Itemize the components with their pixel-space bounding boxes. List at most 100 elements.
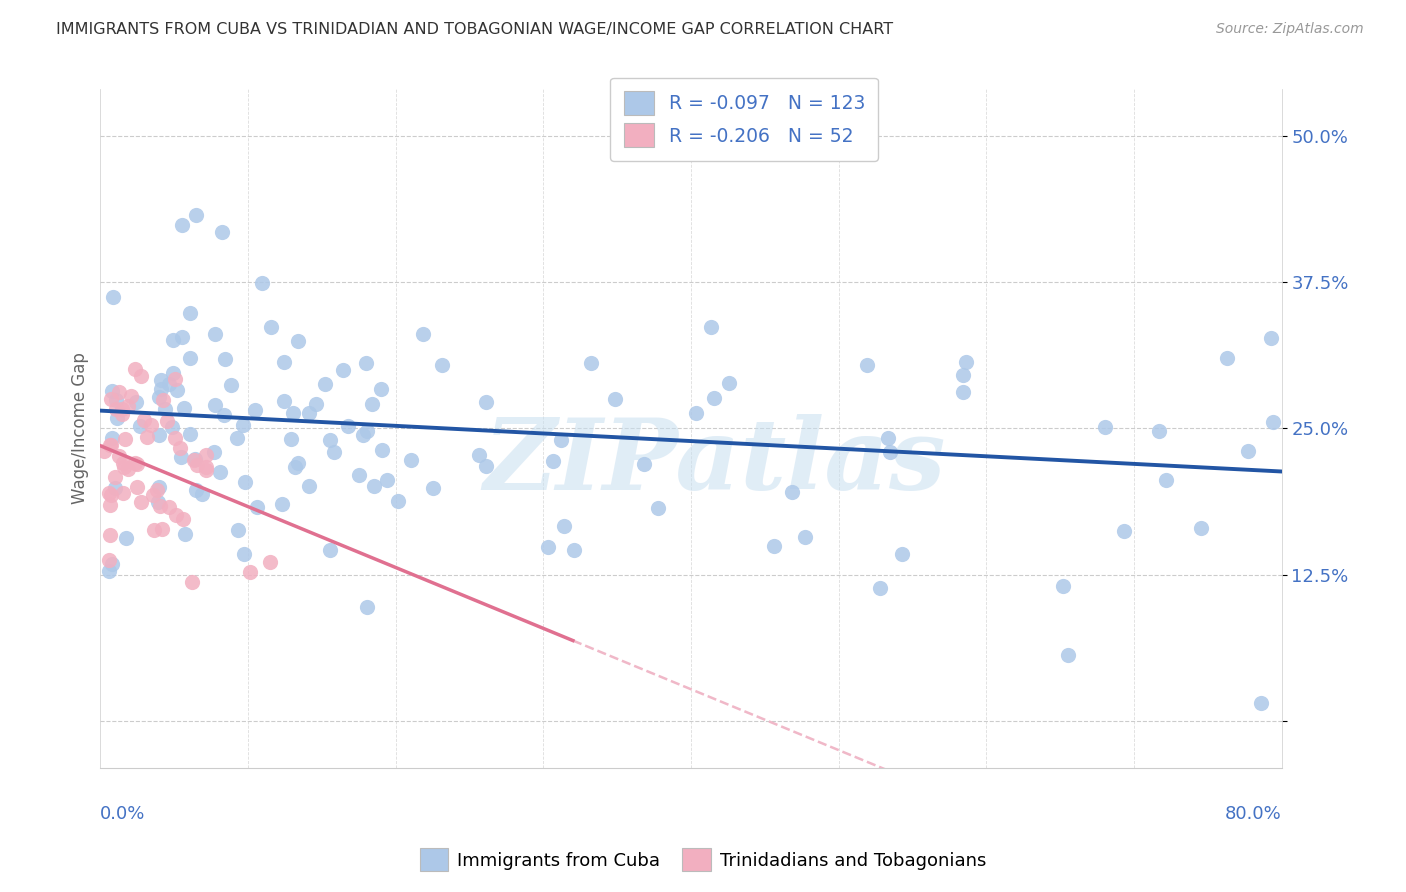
Point [125, 457, 148, 471]
Point [104, 482, 127, 496]
Point [117, 462, 139, 476]
Point [162, 333, 184, 347]
Point [150, 522, 173, 536]
Point [361, 396, 384, 410]
Point [139, 417, 162, 432]
Point [98, 498, 121, 512]
Point [763, 539, 786, 553]
Point [1261, 415, 1284, 429]
Point [212, 409, 235, 423]
Point [135, 430, 157, 444]
Point [371, 443, 394, 458]
Point [170, 330, 193, 344]
Point [232, 418, 254, 433]
Point [105, 411, 128, 425]
Point [110, 407, 132, 421]
Point [98, 438, 121, 452]
Point [194, 459, 217, 474]
Point [349, 468, 371, 483]
Point [111, 402, 134, 417]
Point [273, 355, 295, 369]
Point [422, 481, 444, 495]
Point [174, 527, 197, 541]
Text: Source: ZipAtlas.com: Source: ZipAtlas.com [1216, 22, 1364, 37]
Legend: Immigrants from Cuba, Trinidadians and Tobagonians: Immigrants from Cuba, Trinidadians and T… [412, 841, 994, 879]
Text: 0.0%: 0.0% [100, 805, 146, 823]
Point [162, 366, 184, 380]
Point [204, 398, 226, 412]
Point [146, 495, 169, 509]
Point [305, 397, 328, 411]
Point [794, 530, 817, 544]
Point [718, 376, 741, 391]
Point [129, 368, 152, 383]
Point [204, 327, 226, 342]
Point [202, 445, 225, 459]
Point [245, 402, 267, 417]
Point [98, 486, 121, 500]
Point [165, 431, 187, 445]
Point [209, 465, 232, 479]
Point [399, 452, 422, 467]
Point [550, 433, 572, 447]
Y-axis label: Wage/Income Gap: Wage/Income Gap [72, 352, 89, 504]
Point [114, 460, 136, 475]
Point [181, 575, 204, 590]
Point [879, 445, 901, 459]
Point [890, 547, 912, 561]
Point [108, 385, 131, 400]
Point [148, 390, 170, 404]
Point [703, 391, 725, 405]
Point [284, 460, 307, 475]
Point [318, 543, 340, 558]
Point [283, 407, 305, 421]
Point [184, 208, 207, 222]
Point [98, 553, 121, 567]
Point [354, 356, 377, 370]
Point [214, 352, 236, 367]
Point [337, 418, 360, 433]
Point [955, 355, 977, 369]
Point [108, 449, 131, 463]
Point [152, 392, 174, 407]
Point [952, 384, 974, 399]
Point [603, 392, 626, 407]
Point [101, 290, 124, 304]
Point [1057, 648, 1080, 662]
Point [184, 452, 207, 467]
Text: ZIPatlas: ZIPatlas [484, 414, 946, 510]
Point [129, 418, 152, 433]
Point [112, 456, 135, 470]
Point [700, 320, 723, 334]
Point [125, 480, 148, 494]
Point [149, 382, 172, 396]
Point [273, 393, 295, 408]
Point [537, 540, 560, 554]
Point [101, 557, 124, 571]
Point [952, 368, 974, 382]
Point [633, 457, 655, 471]
Point [233, 475, 256, 489]
Point [153, 402, 176, 417]
Point [98, 528, 121, 542]
Point [125, 395, 148, 409]
Point [474, 394, 496, 409]
Point [100, 438, 122, 452]
Point [780, 485, 803, 500]
Point [1052, 579, 1074, 593]
Point [157, 376, 180, 391]
Point [172, 218, 194, 232]
Point [356, 599, 378, 614]
Text: 80.0%: 80.0% [1225, 805, 1282, 823]
Point [155, 414, 177, 428]
Point [1147, 424, 1170, 438]
Point [143, 523, 166, 537]
Point [166, 383, 188, 397]
Point [1260, 331, 1282, 345]
Point [117, 399, 139, 413]
Point [356, 425, 378, 439]
Point [165, 508, 187, 522]
Point [412, 327, 434, 342]
Point [179, 306, 201, 320]
Point [186, 458, 208, 473]
